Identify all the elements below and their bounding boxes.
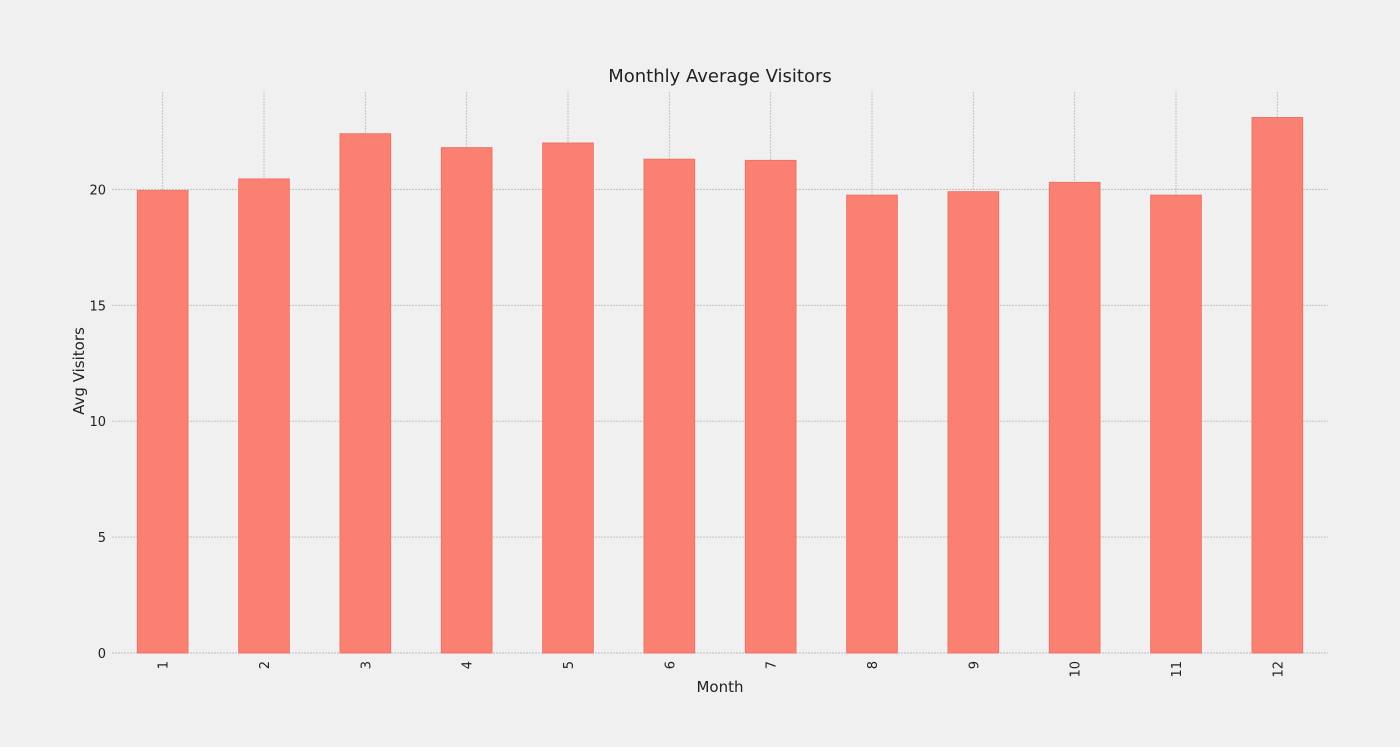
x-tick-label: 4	[461, 661, 476, 669]
y-tick-label: 10	[89, 415, 106, 430]
bar-month-8	[846, 194, 898, 654]
bar-month-7	[744, 159, 797, 654]
bar-month-11	[1150, 194, 1202, 654]
y-tick-label: 15	[89, 299, 106, 314]
x-tick-label: 7	[765, 661, 780, 669]
y-tick-label: 0	[98, 647, 106, 662]
bar-month-3	[339, 133, 392, 654]
x-tick-label: 5	[562, 661, 577, 669]
chart-title: Monthly Average Visitors	[608, 66, 832, 87]
bar-layer	[136, 117, 1304, 654]
bar-month-4	[440, 147, 493, 654]
x-tick-label: 3	[359, 661, 374, 669]
bar-month-9	[947, 191, 1000, 654]
x-tick-label: 8	[866, 661, 881, 669]
x-tick-label: 10	[1069, 661, 1084, 678]
bar-month-6	[643, 158, 696, 654]
x-tick-label: 1	[157, 661, 172, 669]
x-tick-label: 12	[1271, 661, 1286, 678]
x-tick-label: 9	[967, 661, 982, 669]
y-axis-ticks: 0 5 10 15 20	[89, 183, 106, 662]
bar-month-10	[1048, 181, 1101, 654]
y-tick-label: 5	[98, 531, 106, 546]
bar-month-2	[238, 178, 290, 654]
y-axis-label: Avg Visitors	[70, 327, 88, 415]
y-tick-label: 20	[89, 183, 106, 198]
bar-month-5	[542, 142, 594, 654]
bar-month-12	[1251, 117, 1304, 654]
grid-layer	[112, 92, 1328, 654]
x-tick-label: 2	[258, 661, 273, 669]
x-axis-ticks: 1 2 3 4 5 6 7 8 9 10 11 12	[157, 661, 1287, 678]
x-axis-label: Month	[696, 678, 743, 696]
x-tick-label: 6	[663, 661, 678, 669]
x-tick-label: 11	[1170, 661, 1185, 678]
bar-month-1	[136, 190, 189, 654]
